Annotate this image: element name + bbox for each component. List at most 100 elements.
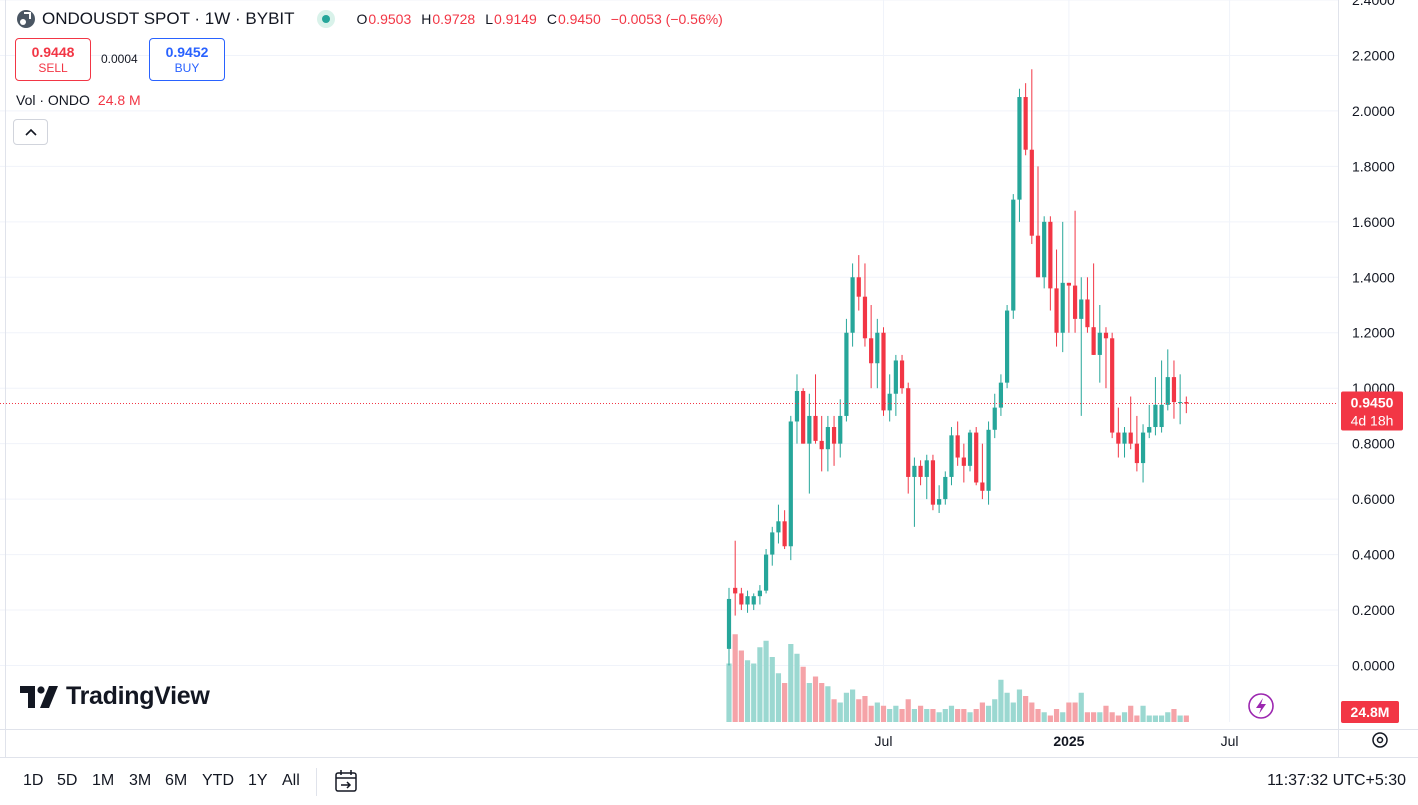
tradingview-logo[interactable]: TradingView — [20, 682, 210, 711]
candle-body — [1023, 97, 1028, 150]
candle-body — [751, 596, 756, 605]
candle-body — [924, 460, 929, 477]
volume-bar — [967, 712, 973, 722]
collapse-legend-button[interactable] — [13, 119, 48, 145]
ohlc-open: O0.9503 — [356, 11, 412, 27]
candle-body — [788, 421, 793, 547]
range-1d-button[interactable]: 1D — [23, 772, 44, 789]
volume-bar — [1097, 712, 1103, 722]
volume-bar — [1159, 715, 1165, 722]
volume-bar — [825, 686, 831, 722]
range-ytd-button[interactable]: YTD — [202, 772, 234, 789]
last-price-tag: 0.9450 4d 18h — [1341, 391, 1403, 431]
volume-bar — [1152, 715, 1159, 722]
volume-bar — [775, 673, 782, 722]
candle-body — [739, 593, 744, 605]
candle-body — [986, 429, 991, 491]
time-axis-settings-icon[interactable] — [1372, 732, 1388, 748]
volume-bar — [899, 709, 905, 722]
chevron-up-icon — [24, 128, 37, 136]
volume-bar — [1109, 712, 1115, 722]
candle-body — [757, 590, 762, 597]
buy-button[interactable]: 0.9452 BUY — [149, 38, 225, 81]
price-change: −0.0053 (−0.56%) — [610, 11, 723, 27]
volume-bar — [1171, 709, 1177, 722]
price-tick-label: 0.8000 — [1352, 436, 1395, 452]
range-6m-button[interactable]: 6M — [165, 772, 188, 789]
range-1m-button[interactable]: 1M — [92, 772, 115, 789]
candle-body — [763, 554, 769, 591]
candle-body — [1042, 221, 1047, 278]
volume-bar — [800, 666, 806, 722]
volume-bar — [1072, 702, 1078, 722]
tradingview-mark-icon — [20, 685, 58, 708]
candle-body — [831, 427, 837, 444]
volume-bar — [1146, 715, 1152, 722]
candle-body — [1017, 97, 1022, 200]
volume-bar — [862, 696, 868, 722]
volume-bar — [930, 709, 936, 722]
candle-body — [1005, 310, 1010, 383]
volume-bar — [1016, 689, 1023, 722]
volume-bar — [763, 640, 769, 722]
range-5d-button[interactable]: 5D — [57, 772, 78, 789]
sell-button[interactable]: 0.9448 SELL — [15, 38, 91, 81]
volume-bar — [850, 689, 856, 722]
price-tick-label: 1.4000 — [1352, 269, 1395, 285]
candle-body — [1171, 377, 1177, 403]
volume-bar — [751, 663, 757, 722]
candle-body — [1072, 285, 1078, 319]
time-axis: Jul 2025 Jul — [875, 733, 1239, 749]
candle-body — [838, 415, 843, 444]
volume-bar — [887, 709, 893, 722]
candle-body — [943, 476, 948, 500]
candle-body — [1178, 402, 1183, 404]
volume-bar — [1128, 705, 1134, 722]
volume-bar — [998, 679, 1004, 722]
volume-bar — [1041, 712, 1047, 722]
candle-body — [1184, 402, 1189, 404]
candle-body — [1122, 432, 1127, 444]
price-tick-label: 2.4000 — [1352, 0, 1395, 8]
ohlc-low: L0.9149 — [485, 11, 537, 27]
volume-bar — [788, 644, 794, 722]
market-open-status-icon[interactable] — [316, 10, 335, 28]
candle-body — [937, 499, 942, 505]
price-chart[interactable]: 2.4000 2.2000 2.0000 1.8000 1.6000 1.4000 1.20… — [0, 0, 1418, 757]
candle-body — [813, 415, 818, 441]
symbol-title[interactable]: ONDOUSDT SPOT · 1W · BYBIT — [42, 9, 295, 28]
volume-bar — [1029, 702, 1035, 722]
utc-clock[interactable]: 11:37:32 UTC+5:30 — [1267, 772, 1406, 789]
range-3m-button[interactable]: 3M — [129, 772, 152, 789]
volume-bar — [1053, 709, 1060, 722]
ohlc-high: H0.9728 — [421, 11, 476, 27]
lightning-icon[interactable] — [1248, 693, 1274, 719]
time-tick-label: Jul — [875, 733, 893, 749]
range-all-button[interactable]: All — [282, 772, 300, 789]
volume-bar — [1103, 705, 1109, 722]
range-1y-button[interactable]: 1Y — [248, 772, 268, 789]
volume-bar — [1010, 702, 1016, 722]
candle-body — [1140, 432, 1146, 464]
candle-body — [955, 435, 960, 458]
volume-bar — [1134, 715, 1140, 722]
ohlc-close: C0.9450 — [546, 11, 601, 27]
volume-legend[interactable]: Vol · ONDO 24.8 M — [16, 92, 141, 108]
candle-body — [1165, 377, 1170, 405]
candle-body — [1048, 221, 1053, 289]
go-to-date-icon[interactable] — [333, 768, 359, 794]
sell-label: SELL — [38, 61, 68, 75]
candle-body — [1079, 299, 1084, 319]
candle-body — [1091, 327, 1096, 355]
candle-body — [782, 521, 787, 547]
volume-bar — [1047, 715, 1053, 722]
volume-bar — [726, 663, 732, 722]
candle-body — [918, 465, 923, 477]
candle-body — [1066, 282, 1071, 286]
candle-body — [980, 482, 985, 491]
volume-bar — [843, 692, 850, 722]
candle-body — [1103, 332, 1109, 339]
volume-tag: 24.8M — [1341, 701, 1399, 723]
price-tick-label: 2.2000 — [1352, 47, 1395, 63]
candle-body — [974, 432, 979, 483]
